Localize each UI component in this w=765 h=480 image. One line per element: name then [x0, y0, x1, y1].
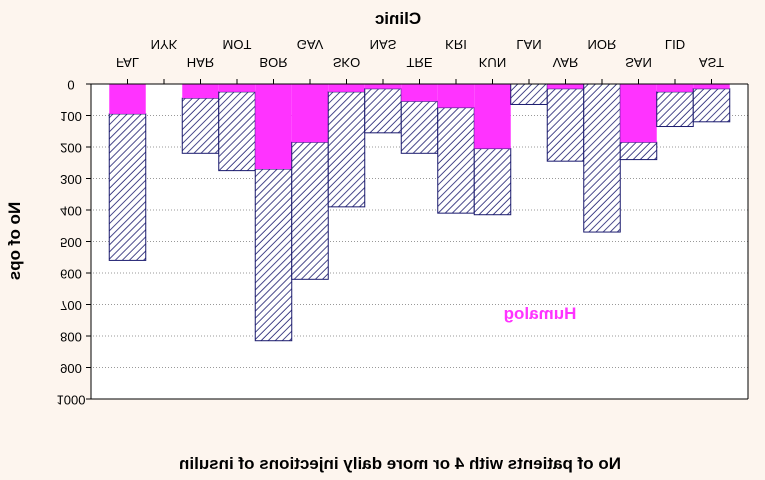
bar-segment-other: [473, 148, 512, 216]
bar-segment-other: [181, 97, 220, 154]
bar-segment-humalog: [218, 84, 256, 92]
x-tick-label: KRI: [445, 37, 467, 52]
x-tick-label: NAS: [370, 37, 397, 52]
x-tick-label: SAN: [625, 55, 652, 70]
bar-segment-other: [108, 113, 147, 261]
bar-segment-other: [546, 88, 585, 162]
x-tick-label: NOR: [588, 37, 617, 52]
bar-segment-other: [583, 83, 621, 233]
x-tick-label: VAR: [553, 55, 579, 70]
x-tick-label: TRE: [407, 55, 433, 70]
bar-segment-other: [692, 88, 731, 123]
series-label: Humalog: [504, 304, 577, 323]
y-tick-label: 800: [60, 330, 82, 345]
x-tick-label: BOR: [259, 55, 287, 70]
bar-segment-other: [656, 91, 694, 128]
x-tick-label: FAL: [116, 55, 139, 70]
bar-segment-other: [400, 100, 439, 154]
bar-segment-other: [218, 91, 256, 172]
bar-segment-humalog: [255, 84, 292, 170]
bar-segment-humalog: [182, 84, 219, 99]
x-tick-label: MOT: [223, 37, 252, 52]
y-tick-label: 500: [60, 235, 82, 250]
x-tick-label: HAR: [187, 55, 214, 70]
bar-segment-other: [619, 141, 658, 161]
x-tick-label: KUN: [479, 55, 506, 70]
bar-segment-other: [254, 168, 293, 342]
y-tick-label: 100: [60, 109, 82, 124]
bar-segment-humalog: [328, 84, 365, 92]
bar-segment-other: [364, 88, 402, 134]
y-tick-label: 300: [60, 172, 82, 187]
bar-segment-humalog: [693, 84, 730, 89]
y-tick-label: 1000: [57, 393, 86, 408]
y-tick-label: 700: [60, 298, 82, 313]
bar-segment-humalog: [109, 84, 146, 114]
x-tick-label: SKO: [333, 55, 360, 70]
bar-segment-other: [510, 83, 548, 105]
bar-segment-humalog: [437, 84, 475, 108]
x-axis-categories: FAL NYK HAR MOT BOR GAV SKO NAS TRE KRI KUN LAN VAR N…: [116, 37, 724, 84]
bar-segment-other: [291, 141, 329, 280]
y-tick-label: 900: [60, 361, 82, 376]
x-tick-label: LID: [665, 37, 685, 52]
bar-segment-humalog: [474, 84, 511, 149]
bar-segment-humalog: [364, 84, 402, 89]
bar-segment-other: [327, 91, 366, 208]
y-axis: 0 100 200 300 400 500 600 700 800 900 1000: [57, 78, 91, 408]
bar-segment-humalog: [291, 84, 329, 143]
y-tick-label: 200: [60, 141, 82, 156]
y-axis-label: No of ops: [5, 202, 24, 280]
bars: [108, 83, 731, 342]
x-tick-label: AST: [699, 55, 724, 70]
bar-segment-humalog: [620, 84, 657, 143]
y-tick-label: 600: [60, 267, 82, 282]
y-tick-label: 0: [67, 78, 74, 93]
bar-segment-humalog: [547, 84, 584, 89]
bar-segment-humalog: [656, 84, 694, 92]
y-tick-label: 400: [60, 204, 82, 219]
bar-segment-other: [437, 107, 475, 214]
chart-title: Clinic: [375, 9, 421, 28]
bar-segment-humalog: [401, 84, 438, 102]
x-tick-label: GAV: [297, 37, 324, 52]
x-tick-label: LAN: [516, 37, 541, 52]
x-axis-label: No of patients with 4 or more daily inje…: [179, 454, 621, 473]
x-tick-label: NYK: [151, 37, 178, 52]
